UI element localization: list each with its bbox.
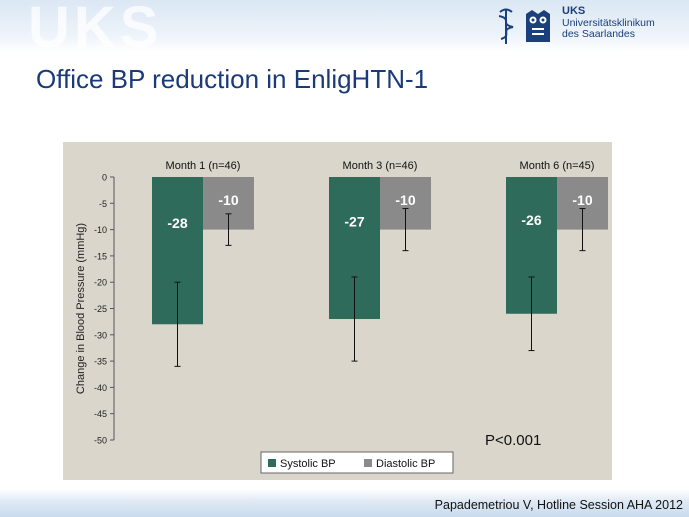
y-tick-label: -25 (94, 304, 107, 314)
category-label: Month 1 (n=46) (166, 160, 241, 172)
watermark-text: UKS (28, 0, 163, 60)
logo-subtitle-line2: des Saarlandes (562, 28, 635, 40)
y-tick-label: -50 (94, 436, 107, 446)
chart-panel: 0 -5 -10 -15 -20 -25 -30 -35 -40 -45 -50 Change in … (63, 142, 612, 480)
legend-label-diastolic: Diastolic BP (376, 458, 435, 470)
legend-box (260, 451, 454, 474)
logo-name: UKS (562, 5, 586, 17)
y-tick-label: -10 (94, 225, 107, 235)
y-tick-label: 0 (102, 173, 107, 183)
category-label: Month 6 (n=45) (520, 160, 595, 172)
category-label: Month 3 (n=46) (343, 160, 418, 172)
y-tick-label: -45 (94, 409, 107, 419)
uks-logo: UKS Universitätsklinikum des Saarlandes (492, 6, 682, 46)
header-band: UKS UKS Universitätsklinikum (0, 0, 689, 60)
logo-subtitle-line1: Universitätsklinikum (562, 17, 655, 29)
bar-value-label: -28 (167, 215, 187, 231)
citation-text: Papademetriou V, Hotline Session AHA 201… (434, 498, 683, 512)
bar-value-label: -26 (521, 212, 541, 228)
footer-band (0, 489, 689, 517)
p-value-annotation: P<0.001 (485, 432, 541, 449)
bar-value-label: -10 (395, 192, 415, 208)
slide-title: Office BP reduction in EnligHTN-1 (36, 64, 429, 94)
y-axis-label: Change in Blood Pressure (mmHg) (75, 223, 87, 394)
legend-label-systolic: Systolic BP (280, 458, 336, 470)
bp-reduction-chart: 0 -5 -10 -15 -20 -25 -30 -35 -40 -45 -50 Change in … (75, 160, 608, 474)
bar-value-label: -27 (344, 214, 364, 230)
y-tick-label: -40 (94, 383, 107, 393)
y-tick-label: -5 (99, 199, 107, 209)
y-tick-label: -15 (94, 251, 107, 261)
y-tick-label: -30 (94, 330, 107, 340)
y-tick-label: -20 (94, 278, 107, 288)
legend-swatch-diastolic (364, 459, 372, 467)
caduceus-owl-icon (498, 8, 550, 44)
bar-value-label: -10 (218, 192, 238, 208)
bar-value-label: -10 (572, 192, 592, 208)
y-tick-label: -35 (94, 357, 107, 367)
legend-swatch-systolic (268, 459, 276, 467)
